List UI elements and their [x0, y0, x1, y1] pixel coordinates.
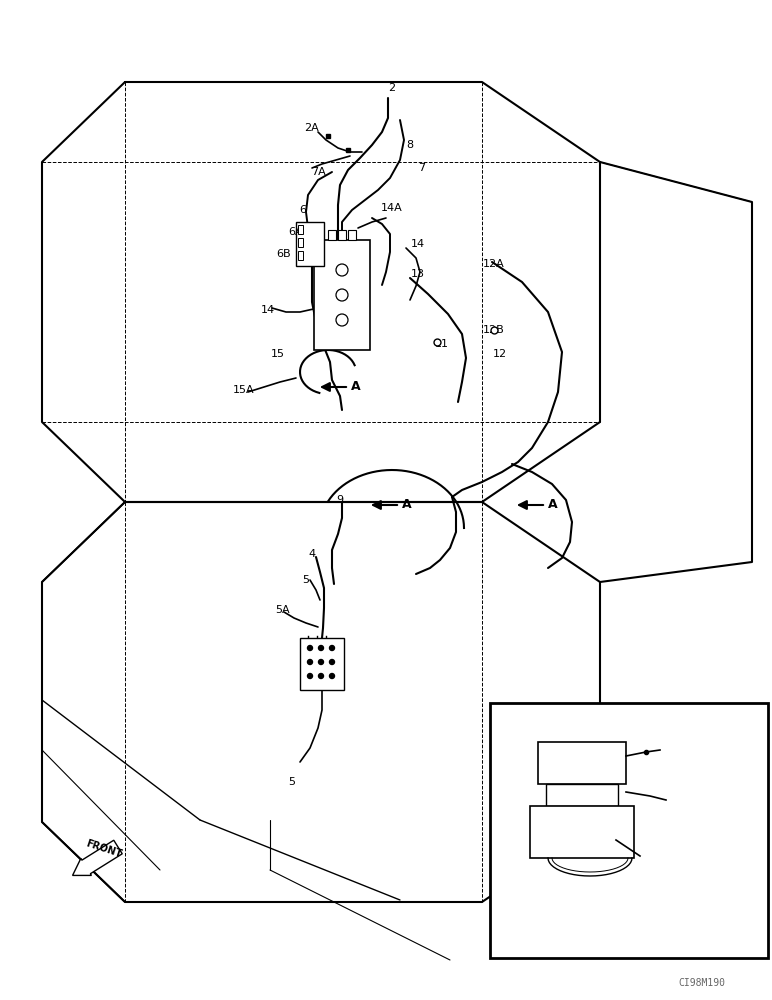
Text: 14: 14 [261, 305, 275, 315]
Text: CI98M190: CI98M190 [678, 978, 725, 988]
Text: A: A [548, 498, 557, 512]
Circle shape [330, 660, 334, 664]
Circle shape [319, 660, 323, 664]
Bar [490, 703, 768, 958]
Text: 7: 7 [418, 163, 425, 173]
Bar [546, 784, 618, 806]
Text: 12: 12 [493, 349, 507, 359]
Text: 10: 10 [655, 840, 669, 850]
Circle shape [307, 674, 313, 678]
Text: A: A [351, 380, 361, 393]
Circle shape [319, 646, 323, 650]
Text: 2: 2 [388, 83, 395, 93]
Bar [538, 742, 626, 784]
Circle shape [307, 660, 313, 664]
Text: 3: 3 [671, 770, 678, 780]
Text: A: A [402, 498, 411, 512]
Text: 7A: 7A [310, 167, 325, 177]
Bar [298, 238, 303, 247]
Text: 11: 11 [435, 339, 449, 349]
Bar [530, 806, 634, 858]
Text: A: A [503, 944, 511, 956]
Bar [296, 222, 324, 266]
Text: 6: 6 [300, 205, 306, 215]
Circle shape [319, 674, 323, 678]
Text: 4: 4 [309, 549, 316, 559]
Text: 6A: 6A [289, 227, 303, 237]
Bar [328, 230, 336, 240]
Text: 12B: 12B [483, 325, 505, 335]
Text: 13: 13 [411, 269, 425, 279]
Text: 14A: 14A [381, 203, 403, 213]
Text: 5: 5 [289, 777, 296, 787]
Circle shape [330, 646, 334, 650]
Circle shape [330, 674, 334, 678]
FancyArrow shape [73, 840, 122, 875]
Text: 8: 8 [406, 140, 414, 150]
Bar [314, 240, 370, 350]
Bar [298, 251, 303, 260]
Text: 9: 9 [337, 495, 344, 505]
Text: 15: 15 [271, 349, 285, 359]
Bar [298, 225, 303, 234]
Text: 15A: 15A [233, 385, 255, 395]
Text: 14: 14 [411, 239, 425, 249]
Text: 2A: 2A [305, 123, 320, 133]
Text: 12A: 12A [483, 259, 505, 269]
Text: 1: 1 [529, 837, 536, 847]
Text: 6B: 6B [276, 249, 291, 259]
Circle shape [307, 646, 313, 650]
Bar [348, 230, 356, 240]
Bar [300, 638, 344, 690]
Text: 5A: 5A [276, 605, 290, 615]
Text: 5: 5 [303, 575, 310, 585]
Text: FRONT: FRONT [85, 838, 124, 860]
Bar [338, 230, 346, 240]
